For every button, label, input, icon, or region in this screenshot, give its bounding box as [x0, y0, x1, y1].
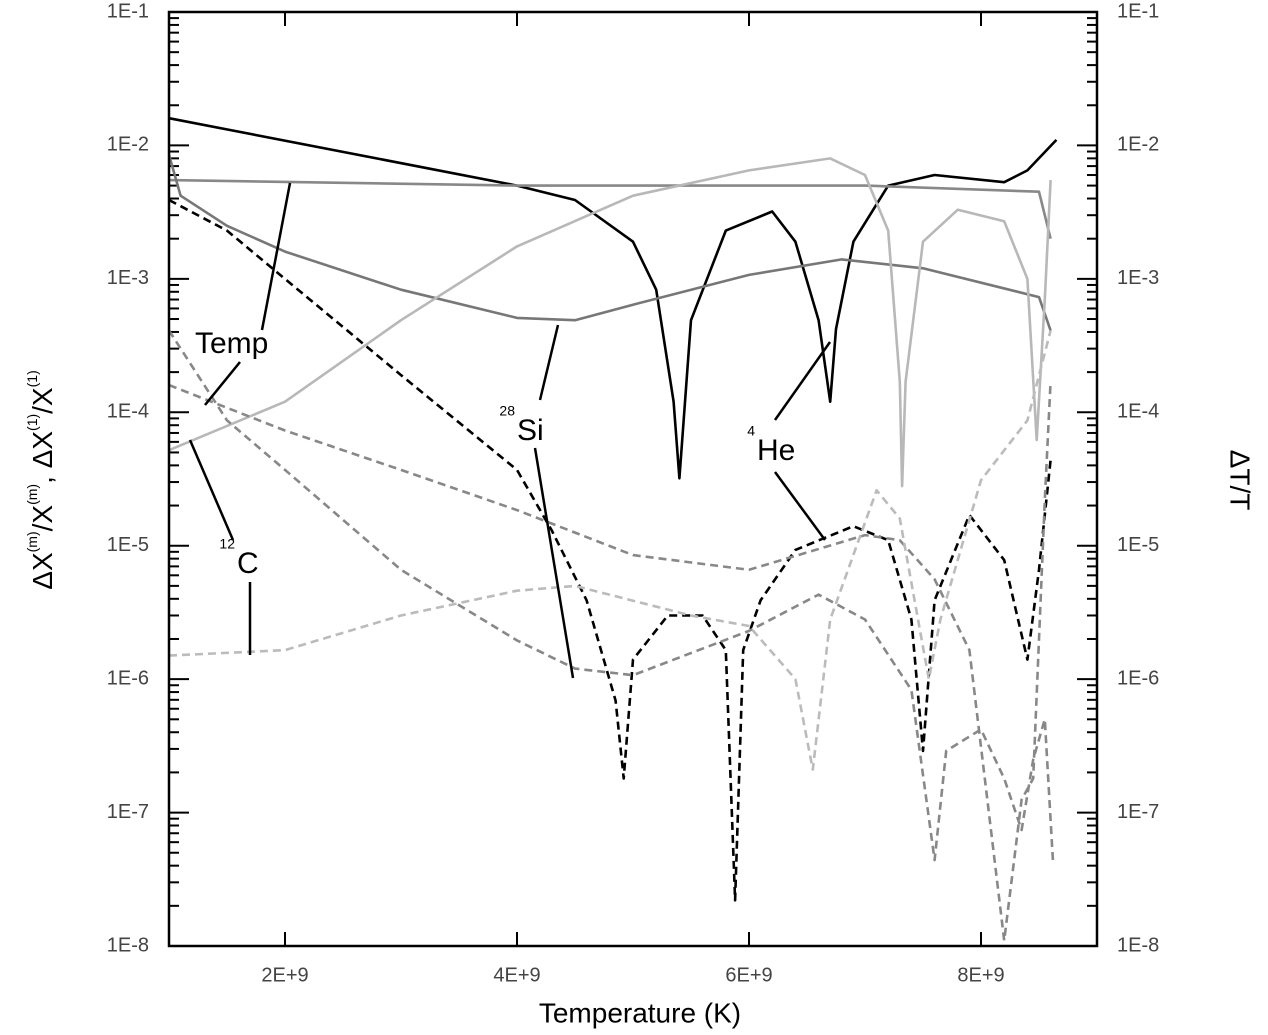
y2-axis-title: ΔT/T: [1225, 450, 1256, 511]
y-tick-label: 1E-4: [107, 401, 149, 423]
x-tick-label: 4E+9: [493, 964, 540, 986]
y-axis-title: ΔX(m)/X(m), ΔX(1)/X(1): [24, 370, 59, 590]
annotation-sup: 12: [219, 536, 235, 552]
series-line: [168, 381, 1052, 942]
leader-line: [533, 447, 575, 679]
x-tick-label: 8E+9: [957, 964, 1004, 986]
leader-line: [188, 439, 235, 541]
y-tick-label: 1E-3: [107, 267, 149, 289]
y2-tick-label: 1E-4: [1117, 401, 1159, 423]
y-axis-title-part: (1): [24, 370, 40, 387]
leader-line: [773, 471, 827, 541]
series-line: [168, 116, 1058, 480]
y-tick-label: 1E-8: [107, 934, 149, 956]
y-axis-title-part: (1): [24, 414, 40, 431]
y-axis-title-part: (m): [24, 484, 40, 505]
series-line: [168, 178, 1052, 240]
y2-tick-label: 1E-8: [1117, 934, 1159, 956]
y2-tick-label: 1E-6: [1117, 667, 1159, 689]
annotation: Si: [517, 414, 544, 447]
y-tick-label: 1E-1: [107, 0, 149, 22]
y2-tick-label: 1E-5: [1117, 534, 1159, 556]
y-tick-label: 1E-7: [107, 801, 149, 823]
plot-frame: [167, 10, 1099, 948]
series-line: [168, 157, 1052, 488]
y-axis-title-part: , ΔX: [27, 431, 58, 484]
y-tick-label: 1E-5: [107, 534, 149, 556]
x-tick-label: 6E+9: [725, 964, 772, 986]
series-line: [167, 329, 1055, 862]
series-line: [168, 330, 1052, 771]
y-tick-label: 1E-6: [107, 667, 149, 689]
y-axis-title-part: /X: [27, 505, 58, 532]
y2-tick-label: 1E-7: [1117, 801, 1159, 823]
annotation: He: [757, 434, 795, 467]
y2-tick-label: 1E-2: [1117, 134, 1159, 156]
y-axis-title-part: /X: [27, 387, 58, 414]
x-tick-label: 2E+9: [261, 964, 308, 986]
y-axis-title-part: ΔX: [27, 552, 58, 590]
y-tick-label: 1E-2: [107, 134, 149, 156]
y2-tick-label: 1E-3: [1117, 267, 1159, 289]
y-axis-title-part: (m): [24, 531, 40, 552]
leader-line: [773, 341, 832, 421]
x-axis-title: Temperature (K): [539, 997, 741, 1028]
leader-line: [538, 324, 560, 401]
leader-line: [260, 182, 292, 331]
annotation-sup: 28: [499, 403, 515, 419]
series-line: [168, 198, 1052, 902]
leader-line: [204, 361, 241, 406]
y2-tick-label: 1E-1: [1117, 0, 1159, 22]
series-line: [167, 154, 1052, 331]
annotation-sup: 4: [747, 423, 755, 439]
annotation: Temp: [195, 327, 268, 360]
annotation: C: [237, 547, 259, 580]
